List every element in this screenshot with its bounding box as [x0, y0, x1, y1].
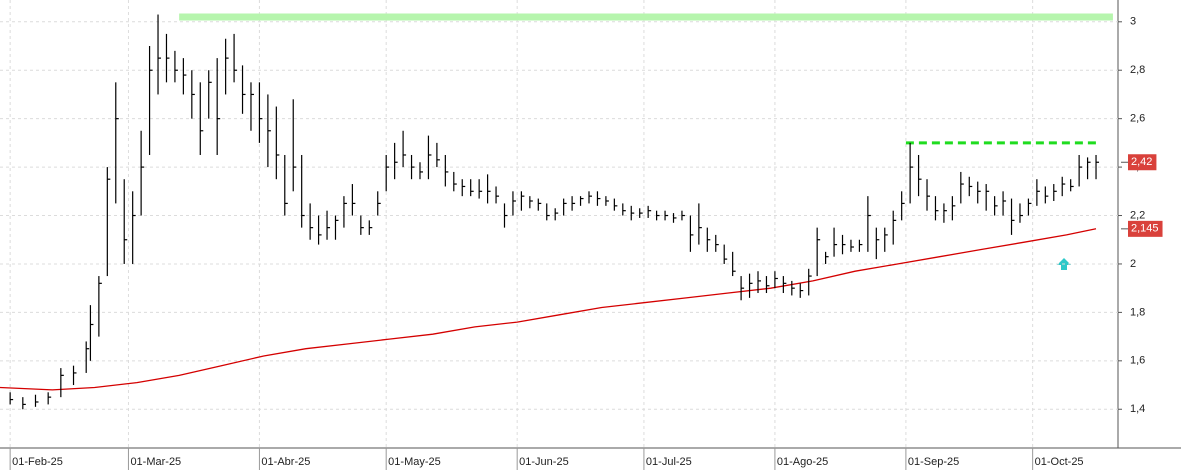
- y-tick-label: 1,6: [1130, 355, 1145, 367]
- y-tick-label: 2: [1130, 258, 1136, 270]
- x-tick-label: 01-May-25: [388, 456, 441, 468]
- x-tick-label: 01-Ago-25: [777, 456, 828, 468]
- x-tick-label: 01-Sep-25: [908, 456, 959, 468]
- y-tick-label: 3: [1130, 16, 1136, 28]
- y-tick-label: 1,8: [1130, 306, 1145, 318]
- moving-average-line: [0, 228, 1097, 391]
- x-tick-label: 01-Jun-25: [519, 456, 569, 468]
- price-tag-box: [1128, 154, 1157, 171]
- y-tick-label: 2,8: [1130, 64, 1145, 76]
- price-tag-label: 2,145: [1131, 223, 1159, 235]
- y-tick-label: 2,6: [1130, 113, 1145, 125]
- x-tick-label: 01-Abr-25: [261, 456, 310, 468]
- price-tag-label: 2,42: [1131, 156, 1152, 168]
- x-tick-label: 01-Feb-25: [12, 456, 63, 468]
- y-tick-label: 2,2: [1130, 209, 1145, 221]
- x-tick-label: 01-Mar-25: [130, 456, 181, 468]
- price-tag-box: [1128, 220, 1163, 237]
- y-tick-label: 1,4: [1130, 403, 1145, 415]
- x-tick-label: 01-Oct-25: [1035, 456, 1084, 468]
- x-tick-label: 01-Jul-25: [646, 456, 692, 468]
